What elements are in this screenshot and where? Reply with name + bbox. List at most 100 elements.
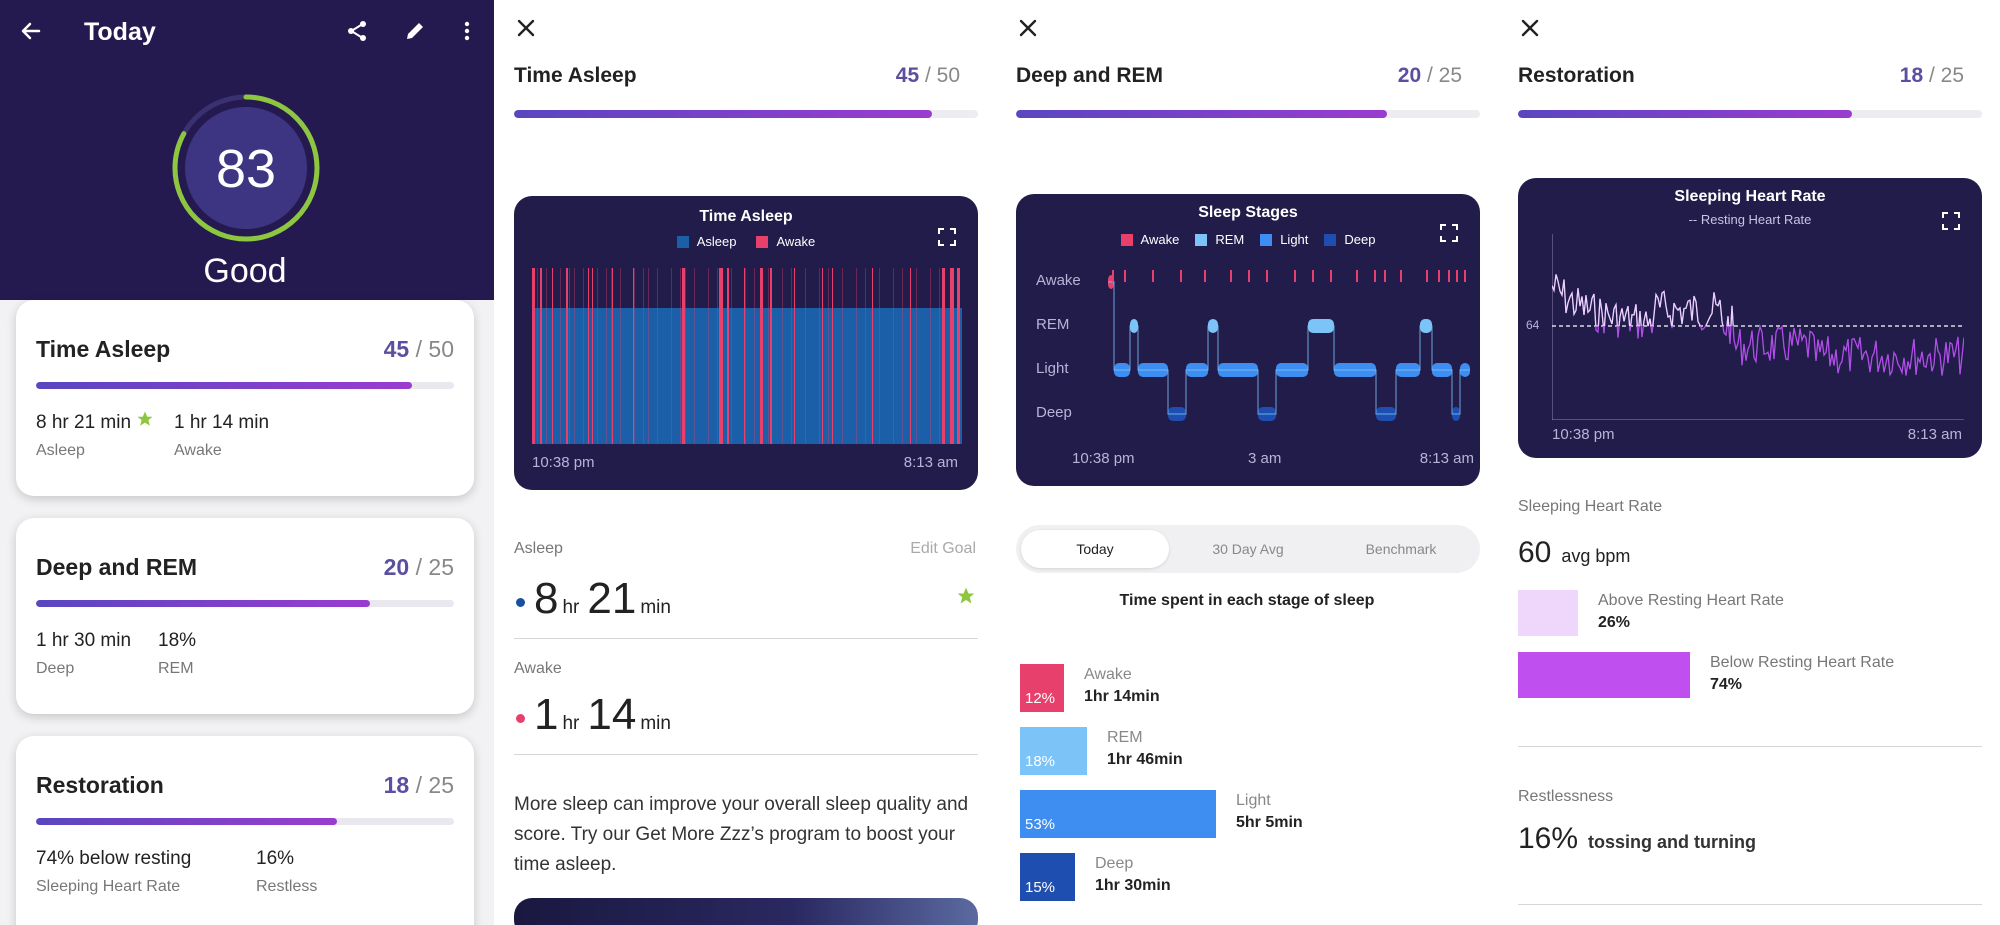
y-label-awake: Awake xyxy=(1036,272,1081,289)
close-icon[interactable] xyxy=(1016,16,1040,40)
tab-30-day-avg[interactable]: 30 Day Avg xyxy=(1212,541,1284,557)
edit-goal-link[interactable]: Edit Goal xyxy=(910,540,976,557)
asleep-value: 8 hr 21 min xyxy=(36,412,132,433)
x-label-mid: 3 am xyxy=(1248,450,1282,467)
period-tabs: Today 30 Day Avg Benchmark xyxy=(1016,525,1480,573)
legend-asleep: Asleep xyxy=(676,234,736,249)
x-label-end: 8:13 am xyxy=(1419,450,1474,467)
stage-pct: 53% xyxy=(1025,816,1056,833)
page-title: Today xyxy=(84,18,156,46)
stage-trace xyxy=(1108,281,1470,415)
card-title: Deep and REM xyxy=(36,554,198,580)
awake-stripe-faint xyxy=(680,268,681,444)
close-icon[interactable] xyxy=(514,16,538,40)
heart-rate-above-line xyxy=(1552,274,1783,326)
stage-time: 1hr 14min xyxy=(1084,688,1160,705)
stage-name: Awake xyxy=(1084,666,1132,683)
card-score: 18 / 25 xyxy=(383,772,454,798)
awake-stripe-faint xyxy=(893,268,894,444)
restless-value: 16% xyxy=(256,848,295,869)
above-resting-label: Above Resting Heart Rate xyxy=(1598,592,1784,609)
panel-title: Time Asleep xyxy=(514,64,637,87)
awake-stripe-faint xyxy=(583,268,584,444)
divider xyxy=(514,638,978,639)
awake-stripe-faint xyxy=(717,268,718,444)
awake-stripe-faint xyxy=(671,268,672,444)
program-banner-image[interactable] xyxy=(514,898,978,925)
awake-stripe-faint xyxy=(754,268,755,444)
expand-icon[interactable] xyxy=(1440,224,1458,242)
awake-stripe xyxy=(910,268,911,444)
chart-subtitle: -- Resting Heart Rate xyxy=(1688,212,1812,227)
deep-value: 1 hr 30 min xyxy=(36,630,132,651)
deep-rem-card[interactable]: Deep and REM 20 / 25 1 hr 30 min Deep 18… xyxy=(16,518,474,714)
sleep-score-ring: 83 xyxy=(170,92,322,244)
awake-stripe xyxy=(540,268,542,444)
share-icon[interactable] xyxy=(342,16,372,46)
y-label-light: Light xyxy=(1036,360,1069,377)
stage-bar-light: 53% xyxy=(1020,790,1216,838)
awake-stripe-faint xyxy=(569,268,570,444)
panel-title: Restoration xyxy=(1518,64,1635,87)
sleep-score-value: 83 xyxy=(215,139,277,199)
stage-name: REM xyxy=(1107,729,1143,746)
card-score: 20 / 25 xyxy=(383,554,454,580)
awake-stripe-faint xyxy=(828,268,829,444)
stage-name: Deep xyxy=(1095,855,1134,872)
panel-progress xyxy=(1518,110,1982,118)
awake-tick xyxy=(1384,270,1386,282)
stage-time: 5hr 5min xyxy=(1236,814,1303,831)
close-icon[interactable] xyxy=(1518,16,1542,40)
tab-today[interactable]: Today xyxy=(1021,530,1169,568)
time-asleep-card[interactable]: Time Asleep 45 / 50 8 hr 21 min Asleep 1… xyxy=(16,300,474,496)
awake-stripe-faint xyxy=(856,268,857,444)
awake-stripe-faint xyxy=(953,268,954,444)
more-vert-icon[interactable] xyxy=(452,16,482,46)
awake-stripe-faint xyxy=(939,268,940,444)
stage-time: 1hr 46min xyxy=(1107,751,1183,768)
awake-stripe-faint xyxy=(819,268,820,444)
awake-tick xyxy=(1112,270,1114,282)
panel-title: Deep and REM xyxy=(1016,64,1164,87)
x-label-end: 8:13 am xyxy=(903,454,958,471)
edit-pencil-icon[interactable] xyxy=(400,16,430,46)
awake-stripe xyxy=(612,268,613,444)
divider xyxy=(514,754,978,755)
awake-stripe-faint xyxy=(537,268,538,444)
panel-progress xyxy=(514,110,978,118)
x-label-start: 10:38 pm xyxy=(1552,426,1615,443)
awake-stripe-faint xyxy=(865,268,866,444)
chart-legend: Awake REM Light Deep xyxy=(1016,232,1480,247)
sleeping-heart-rate-chart: Sleeping Heart Rate -- Resting Heart Rat… xyxy=(1518,178,1982,458)
awake-stripe xyxy=(957,268,960,444)
below-resting-bar xyxy=(1518,652,1690,698)
shr-label: Sleeping Heart Rate xyxy=(1518,498,1663,515)
awake-tick xyxy=(1456,270,1458,282)
star-icon xyxy=(136,410,154,433)
y-label-deep: Deep xyxy=(1036,404,1072,421)
awake-stripe-faint xyxy=(611,268,612,444)
back-arrow-icon[interactable] xyxy=(16,16,46,46)
awake-stripe xyxy=(794,268,795,444)
awake-stripe xyxy=(552,268,553,444)
stage-bar-deep: 15% xyxy=(1020,853,1075,901)
divider xyxy=(1518,746,1982,747)
x-label-start: 10:38 pm xyxy=(532,454,595,471)
awake-stripe xyxy=(942,268,945,444)
expand-icon[interactable] xyxy=(938,228,956,246)
awake-tick xyxy=(1374,270,1376,282)
restoration-card[interactable]: Restoration 18 / 25 74% below resting Sl… xyxy=(16,736,474,925)
awake-stripe xyxy=(744,268,745,444)
expand-icon[interactable] xyxy=(1942,212,1960,230)
below-resting-pct: 74% xyxy=(1710,676,1743,693)
awake-stripe-faint xyxy=(805,268,806,444)
chart-title: Sleep Stages xyxy=(1198,204,1298,221)
awake-stripe-faint xyxy=(791,268,792,444)
awake-stripe xyxy=(566,268,568,444)
awake-stripe-faint xyxy=(634,268,635,444)
tab-benchmark[interactable]: Benchmark xyxy=(1365,541,1437,557)
panel-score: 18 / 25 xyxy=(1899,64,1964,87)
deep-rem-panel: Deep and REM 20 / 25 Sleep Stages Awake … xyxy=(996,0,1498,925)
stage-bar-rem: 18% xyxy=(1020,727,1087,775)
panel-score: 20 / 25 xyxy=(1397,64,1462,87)
